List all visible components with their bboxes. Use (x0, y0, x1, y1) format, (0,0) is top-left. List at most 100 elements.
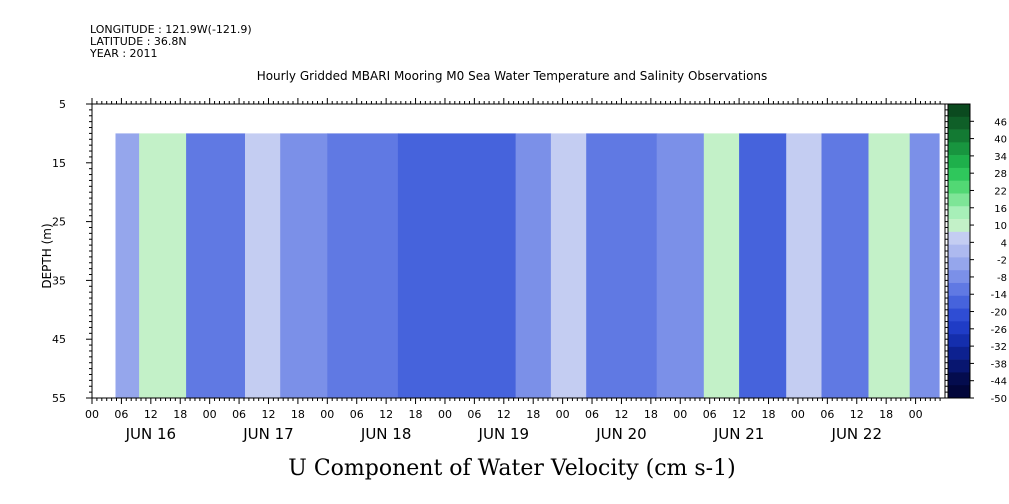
velocity-band (786, 133, 822, 398)
colorbar-label: 16 (994, 204, 1007, 215)
x-hour-label: 12 (379, 408, 393, 421)
x-day-label: JUN 20 (595, 425, 646, 443)
velocity-band (703, 133, 740, 398)
x-hour-label: 12 (497, 408, 511, 421)
colorbar-label: -20 (991, 308, 1007, 319)
y-tick-label: 5 (59, 98, 66, 111)
x-hour-label: 06 (820, 408, 834, 421)
y-tick-label: 15 (52, 157, 66, 170)
x-hour-label: 18 (644, 408, 658, 421)
x-hour-label: 00 (673, 408, 687, 421)
colorbar-swatch (948, 321, 970, 335)
colorbar-label: 22 (994, 186, 1007, 197)
y-tick-label: 25 (52, 216, 66, 229)
velocity-band (139, 133, 187, 398)
x-hour-label: 00 (85, 408, 99, 421)
colorbar-label: -44 (991, 377, 1007, 388)
x-hour-label: 00 (909, 408, 923, 421)
x-hour-label: 18 (409, 408, 423, 421)
colorbar-label: -2 (997, 256, 1007, 267)
x-hour-label: 06 (467, 408, 481, 421)
colorbar-swatch (948, 295, 970, 309)
x-hour-label: 00 (791, 408, 805, 421)
colorbar-swatch (948, 372, 970, 386)
colorbar: 46 40 34 28 22 16 10 4 -2 -8 -14 -20 -26 -32 -38 -44 -50 (947, 103, 1007, 405)
x-hour-label: 00 (438, 408, 452, 421)
x-hour-label: 06 (585, 408, 599, 421)
colorbar-label: 40 (994, 135, 1007, 146)
colorbar-swatch (948, 155, 970, 169)
colorbar-label: -50 (991, 394, 1007, 405)
x-axis-label: U Component of Water Velocity (cm s-1) (288, 456, 735, 481)
colorbar-swatch (948, 180, 970, 194)
x-hour-label: 18 (291, 408, 305, 421)
velocity-band (280, 133, 328, 398)
x-hour-label: 12 (732, 408, 746, 421)
x-hour-label: 18 (879, 408, 893, 421)
x-hour-label: 00 (203, 408, 217, 421)
colorbar-frame (947, 103, 971, 399)
x-day-label: JUN 21 (713, 425, 764, 443)
colorbar-swatch (948, 270, 970, 284)
x-day-label: JUN 16 (125, 425, 176, 443)
velocity-band (739, 133, 787, 398)
colorbar-label: -38 (991, 359, 1007, 370)
colorbar-label: 46 (994, 117, 1007, 128)
colorbar-label: 10 (994, 221, 1007, 232)
colorbar-label: -26 (991, 325, 1007, 336)
colorbar-swatch (948, 116, 970, 130)
colorbar-label: -32 (991, 342, 1007, 353)
colorbar-swatch (948, 231, 970, 245)
colorbar-label: 4 (1001, 238, 1007, 249)
colorbar-swatch (948, 244, 970, 258)
x-day-label: JUN 19 (478, 425, 529, 443)
x-hour-label: 06 (114, 408, 128, 421)
colorbar-label: -14 (991, 290, 1007, 301)
colorbar-label: 28 (994, 169, 1007, 180)
longitude-label: LONGITUDE : 121.9W(-121.9) (90, 23, 252, 36)
x-hour-label: 00 (556, 408, 570, 421)
x-hour-label: 12 (850, 408, 864, 421)
colorbar-swatch (948, 308, 970, 322)
velocity-band (821, 133, 870, 398)
colorbar-swatch (948, 142, 970, 156)
x-hour-label: 12 (261, 408, 275, 421)
colorbar-label: -8 (997, 273, 1007, 284)
colorbar-swatch (948, 167, 970, 181)
latitude-label: LATITUDE : 36.8N (90, 35, 187, 48)
velocity-band (327, 133, 399, 398)
x-hour-label: 18 (526, 408, 540, 421)
x-hour-label: 12 (614, 408, 628, 421)
y-tick-label: 35 (52, 274, 66, 287)
x-day-label: JUN 18 (360, 425, 411, 443)
x-day-label: JUN 17 (242, 425, 293, 443)
y-tick-label: 45 (52, 333, 66, 346)
velocity-band (397, 133, 517, 398)
x-hour-label: 18 (173, 408, 187, 421)
colorbar-swatch (948, 257, 970, 271)
colorbar-swatch (948, 334, 970, 348)
x-hour-label: 06 (232, 408, 246, 421)
colorbar-label: 34 (994, 152, 1007, 163)
velocity-band (586, 133, 658, 398)
colorbar-swatch (948, 385, 970, 399)
velocity-band (550, 133, 587, 398)
velocity-band (909, 133, 940, 398)
x-hour-label: 12 (144, 408, 158, 421)
velocity-band (186, 133, 246, 398)
velocity-band (868, 133, 911, 398)
y-tick-label: 55 (52, 392, 66, 405)
x-hour-label: 18 (762, 408, 776, 421)
colorbar-swatch (948, 219, 970, 233)
colorbar-swatch (948, 346, 970, 360)
velocity-band (245, 133, 281, 398)
colorbar-swatch (948, 193, 970, 207)
velocity-band (656, 133, 705, 398)
colorbar-swatch (948, 359, 970, 373)
velocity-band (515, 133, 552, 398)
colorbar-swatch (948, 206, 970, 220)
y-axis-label: DEPTH (m) (40, 223, 54, 288)
x-hour-label: 06 (703, 408, 717, 421)
x-hour-label: 06 (350, 408, 364, 421)
